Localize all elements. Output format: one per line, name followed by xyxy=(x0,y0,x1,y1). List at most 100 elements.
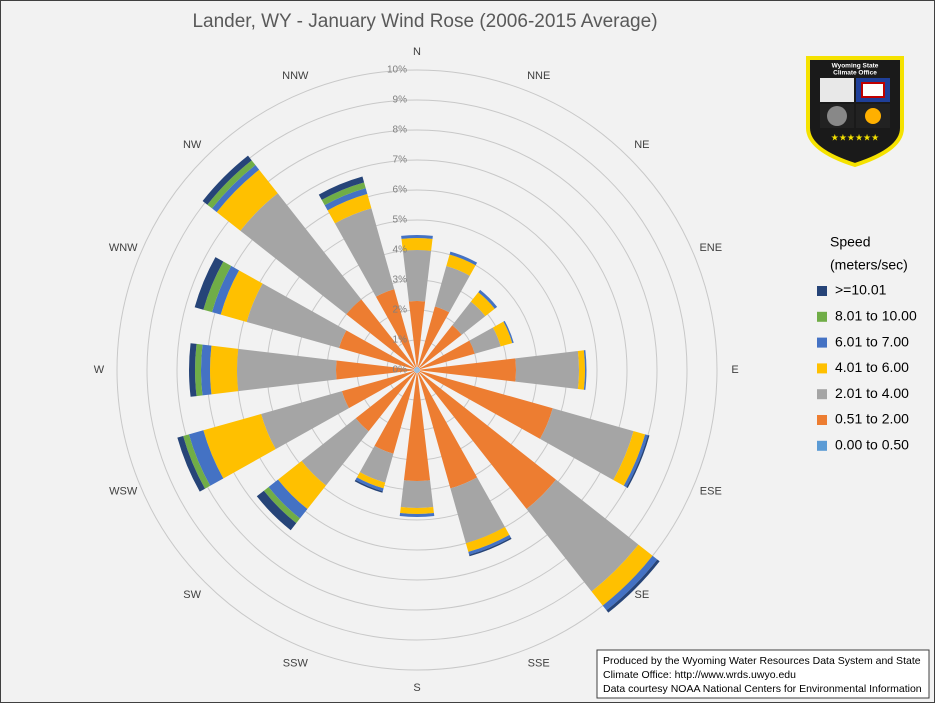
wedge-segment xyxy=(399,513,435,518)
legend-swatch xyxy=(817,337,827,348)
wedge-segment xyxy=(470,292,495,317)
wedge-segment xyxy=(414,370,417,372)
wedge-segment xyxy=(417,369,420,371)
r-tick-label: 3% xyxy=(393,275,408,286)
legend-swatch xyxy=(817,389,827,400)
wedge-segment xyxy=(417,368,420,370)
direction-label: E xyxy=(731,364,738,376)
wedge-segment xyxy=(211,265,240,315)
wedge-segment xyxy=(606,559,660,613)
wedge-segment xyxy=(450,477,505,544)
wedge-segment xyxy=(602,555,658,611)
logo: ★★★★★★ Wyoming State Climate Office xyxy=(806,56,904,168)
direction-label: SSE xyxy=(528,658,550,670)
wedge-segment xyxy=(469,537,512,557)
r-tick-label: 1% xyxy=(393,335,408,346)
chart-title: Lander, WY - January Wind Rose (2006-201… xyxy=(192,11,657,32)
wedge-segment xyxy=(469,327,501,354)
legend-swatch xyxy=(817,440,827,451)
wedge-segment xyxy=(417,372,478,489)
direction-label: NE xyxy=(634,139,649,151)
wedge-segment xyxy=(449,251,478,266)
r-tick-label: 0% xyxy=(393,365,408,376)
wedge-segment xyxy=(418,325,462,369)
logo-text: Climate Office xyxy=(833,70,877,77)
wedge-segment xyxy=(189,343,197,397)
wedge-segment xyxy=(216,169,278,231)
wedge-segment xyxy=(194,257,224,310)
wedge-segment xyxy=(503,320,514,344)
wedge-segment xyxy=(623,434,648,488)
r-tick-label: 2% xyxy=(393,305,408,316)
r-tick-label: 8% xyxy=(393,125,408,136)
wedge-segment xyxy=(417,306,450,368)
wedge-segment xyxy=(478,289,498,309)
wedge-segment xyxy=(446,254,476,276)
wedge-segment xyxy=(256,490,297,531)
wedge-segment xyxy=(419,370,553,439)
wedge-segment xyxy=(465,527,510,552)
direction-label: NW xyxy=(183,139,202,151)
legend-swatch xyxy=(817,286,827,296)
wedge-segment xyxy=(419,340,475,370)
wedge-segment xyxy=(200,344,212,396)
footer: Produced by the Wyoming Water Resources … xyxy=(596,649,930,699)
legend-label: 4.01 to 6.00 xyxy=(835,359,909,375)
direction-label: WSW xyxy=(109,486,138,498)
wedge-segment xyxy=(434,266,470,313)
r-tick-label: 4% xyxy=(393,245,408,256)
legend-label: 0.00 to 0.50 xyxy=(835,437,909,453)
wedge-segment xyxy=(203,261,232,313)
wedge-segment xyxy=(452,301,486,335)
legend-swatch xyxy=(817,363,827,374)
wedge-segment xyxy=(417,367,420,370)
r-tick-label: 7% xyxy=(393,155,408,166)
wedge-segment xyxy=(515,350,579,390)
wedge-segment xyxy=(203,413,276,479)
legend-title: (meters/sec) xyxy=(830,257,908,273)
direction-label: N xyxy=(413,46,421,58)
svg-text:★★★★★★: ★★★★★★ xyxy=(831,132,879,142)
wedge-segment xyxy=(277,461,326,510)
direction-label: ENE xyxy=(699,242,722,254)
wedge-segment xyxy=(261,391,349,450)
footer-line: Data courtesy NOAA National Centers for … xyxy=(603,683,922,695)
direction-label: NNW xyxy=(282,70,309,82)
wedge-segment xyxy=(416,367,418,370)
wedge-segment xyxy=(263,487,300,524)
wedge-segment xyxy=(417,370,420,373)
direction-label: SE xyxy=(635,589,650,601)
wedge-segment xyxy=(419,358,516,382)
wedge-segment xyxy=(268,479,308,519)
wedge-segment xyxy=(183,434,211,489)
direction-label: SW xyxy=(183,589,201,601)
wedge-segment xyxy=(417,367,419,370)
legend-label: >=10.01 xyxy=(835,282,887,298)
wedge-segment xyxy=(240,193,362,315)
legend-label: 0.51 to 2.00 xyxy=(835,411,909,427)
legend-swatch xyxy=(817,311,827,322)
direction-label: ESE xyxy=(700,486,722,498)
r-tick-label: 9% xyxy=(393,95,408,106)
wedge-segment xyxy=(415,367,417,370)
footer-line: Climate Office: http://www.wrds.uwyo.edu xyxy=(603,669,796,681)
wedge-segment xyxy=(324,188,368,211)
wedge-segment xyxy=(346,299,416,369)
wedge-segment xyxy=(321,182,366,206)
wedge-segment xyxy=(417,370,419,373)
direction-label: SSW xyxy=(283,658,309,670)
legend-label: 6.01 to 7.00 xyxy=(835,333,909,349)
direction-label: WNW xyxy=(109,242,138,254)
wedge-segment xyxy=(246,283,347,349)
wedge-segment xyxy=(341,370,415,409)
wedge-segment xyxy=(416,370,418,373)
wedge-segment xyxy=(408,300,426,368)
wedge-segment xyxy=(403,372,431,481)
grid-ring xyxy=(116,69,718,671)
wedge-segment xyxy=(236,348,337,392)
wedge-segment xyxy=(354,479,383,493)
wedge-segment xyxy=(356,472,386,489)
wedge-segment xyxy=(401,238,433,251)
wedge-segment xyxy=(374,372,417,454)
wedge-segment xyxy=(401,235,433,239)
